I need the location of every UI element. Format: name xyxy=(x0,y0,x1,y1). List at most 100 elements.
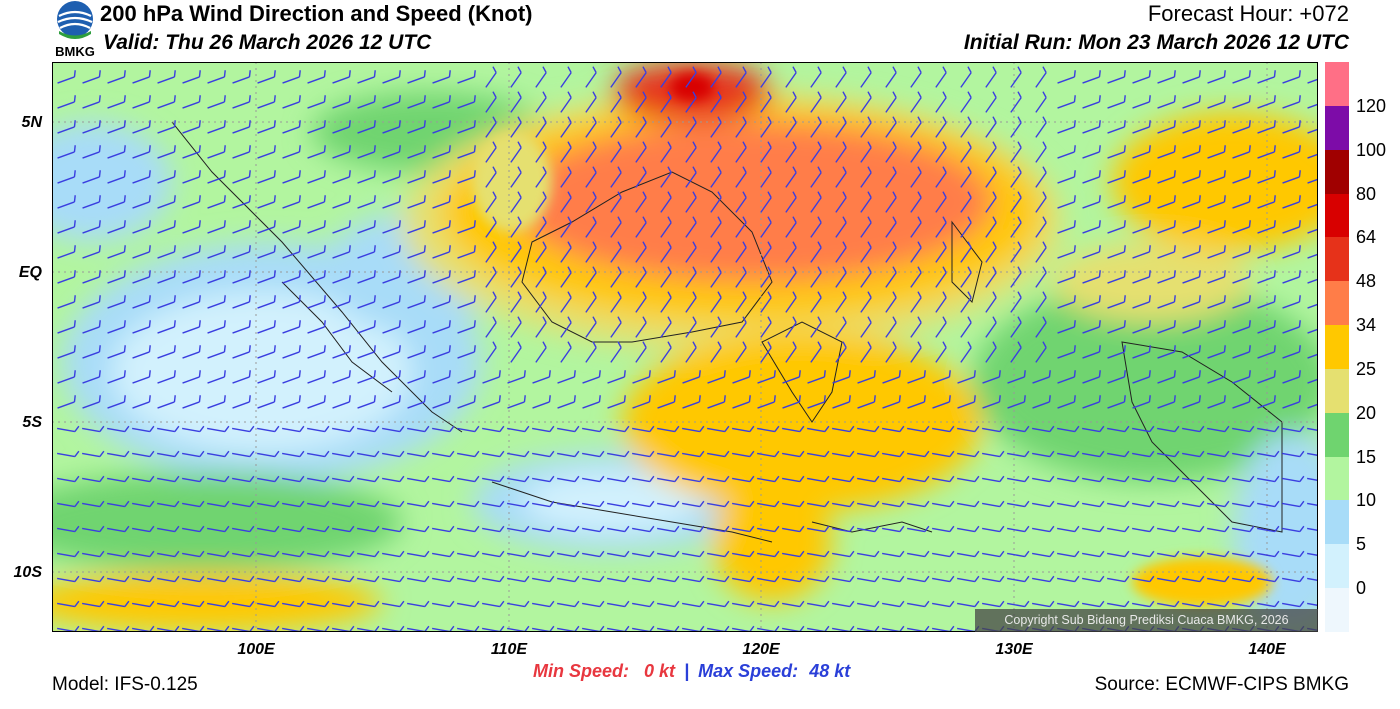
wind-barb xyxy=(207,70,226,84)
wind-barb xyxy=(507,600,530,608)
wind-barb xyxy=(1232,70,1251,84)
wind-barb xyxy=(557,450,580,458)
wind-barb xyxy=(307,220,326,234)
wind-barb xyxy=(532,550,555,558)
wind-barb xyxy=(1035,266,1047,288)
wind-barb xyxy=(1182,475,1205,483)
wind-barb xyxy=(1032,550,1055,558)
wind-barb xyxy=(610,116,622,138)
wind-barb xyxy=(907,525,930,533)
wind-barb xyxy=(1282,525,1305,533)
wind-barb xyxy=(82,370,101,384)
colorbar-segment xyxy=(1325,62,1349,107)
wind-barb xyxy=(257,525,280,533)
wind-barb xyxy=(1307,295,1318,309)
wind-barb xyxy=(1035,66,1047,88)
wind-barb xyxy=(582,370,601,384)
wind-barb xyxy=(1132,500,1155,508)
wind-barb xyxy=(1082,245,1101,259)
wind-barb xyxy=(782,575,805,583)
wind-barb xyxy=(535,316,547,338)
wind-barb xyxy=(910,216,922,238)
wind-barb xyxy=(685,91,697,113)
wind-barb xyxy=(357,270,376,284)
lon-label-140e: 140E xyxy=(1248,641,1286,658)
wind-barb xyxy=(1282,170,1301,184)
wind-barb xyxy=(1282,500,1305,508)
wind-barb xyxy=(1082,450,1105,458)
wind-barb xyxy=(1207,270,1226,284)
wind-barb xyxy=(835,66,847,88)
wind-barb xyxy=(1007,550,1030,558)
wind-barb xyxy=(835,141,847,163)
wind-barb xyxy=(707,425,730,433)
wind-barb xyxy=(810,141,822,163)
wind-barb xyxy=(157,425,180,433)
wind-barb xyxy=(485,116,497,138)
forecast-hour: Forecast Hour: +072 xyxy=(1147,1,1349,26)
wind-barb xyxy=(510,241,522,263)
wind-barb xyxy=(735,166,747,188)
wind-barb xyxy=(532,575,555,583)
wind-barb xyxy=(532,425,555,433)
wind-barb xyxy=(1107,550,1130,558)
wind-barb xyxy=(985,316,997,338)
wind-barb xyxy=(982,370,1001,384)
wind-barb xyxy=(585,116,597,138)
wind-barb xyxy=(307,525,330,533)
wind-barb xyxy=(132,70,151,84)
wind-barb xyxy=(960,216,972,238)
wind-barb xyxy=(810,341,822,363)
wind-barb xyxy=(560,191,572,213)
wind-barb xyxy=(735,141,747,163)
wind-barb xyxy=(257,270,276,284)
wind-barb xyxy=(257,295,276,309)
wind-barb xyxy=(835,191,847,213)
wind-barb xyxy=(132,270,151,284)
wind-barb xyxy=(307,575,330,583)
wind-barb xyxy=(1010,66,1022,88)
wind-barb xyxy=(332,600,355,608)
wind-barb xyxy=(407,370,426,384)
wind-barb xyxy=(560,316,572,338)
wind-barb xyxy=(107,295,126,309)
wind-barb xyxy=(307,345,326,359)
lon-label-130e: 130E xyxy=(995,641,1033,658)
wind-barb xyxy=(1082,475,1105,483)
wind-barb xyxy=(785,266,797,288)
wind-barb xyxy=(785,166,797,188)
wind-barb xyxy=(1307,120,1318,134)
wind-barb xyxy=(132,450,155,458)
wind-barb xyxy=(910,291,922,313)
wind-barb xyxy=(182,575,205,583)
wind-barb xyxy=(1132,195,1151,209)
wind-barb xyxy=(582,425,605,433)
wind-barb xyxy=(82,600,105,608)
wind-barb xyxy=(982,600,1005,608)
wind-barb xyxy=(1157,170,1176,184)
wind-barb xyxy=(657,525,680,533)
wind-barb xyxy=(1107,295,1126,309)
wind-barb xyxy=(282,170,301,184)
wind-barb xyxy=(57,245,76,259)
wind-barb xyxy=(510,66,522,88)
wind-barb xyxy=(357,145,376,159)
wind-barb xyxy=(635,116,647,138)
wind-barb xyxy=(132,525,155,533)
wind-barb xyxy=(107,120,126,134)
wind-barb xyxy=(382,475,405,483)
wind-barb xyxy=(710,66,722,88)
wind-barb xyxy=(807,525,830,533)
wind-barb xyxy=(932,425,955,433)
wind-barb xyxy=(1107,450,1130,458)
wind-barb xyxy=(760,341,772,363)
wind-barb xyxy=(885,341,897,363)
wind-barb xyxy=(1157,395,1176,409)
wind-barb xyxy=(207,550,230,558)
wind-barb xyxy=(910,266,922,288)
wind-barb xyxy=(182,600,205,608)
wind-barb xyxy=(707,500,730,508)
wind-barb xyxy=(760,291,772,313)
wind-barb xyxy=(632,450,655,458)
colorbar-segment xyxy=(1325,193,1349,238)
